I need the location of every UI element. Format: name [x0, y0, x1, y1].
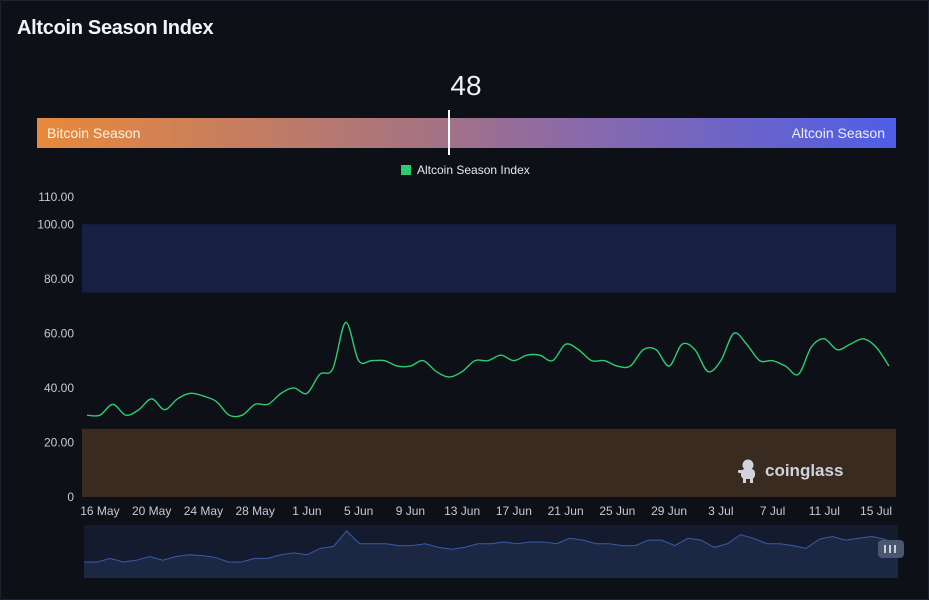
navigator-grip-icon	[889, 545, 891, 553]
legend-swatch	[401, 165, 411, 175]
x-tick-label: 7 Jul	[760, 504, 785, 518]
season-gauge-bar: Bitcoin Season Altcoin Season	[37, 118, 896, 148]
x-tick-label: 1 Jun	[292, 504, 321, 518]
y-tick-label: 20.00	[44, 435, 74, 449]
x-tick-label: 21 Jun	[548, 504, 584, 518]
gauge-value: 48	[450, 70, 482, 101]
y-tick-label: 0	[67, 490, 74, 504]
y-tick-label: 60.00	[44, 326, 74, 340]
navigator-line	[84, 530, 899, 563]
x-tick-label: 3 Jul	[708, 504, 733, 518]
x-tick-label: 20 May	[132, 504, 171, 518]
x-tick-label: 11 Jul	[809, 504, 840, 518]
x-tick-label: 29 Jun	[651, 504, 687, 518]
x-tick-label: 16 May	[80, 504, 119, 518]
y-tick-label: 40.00	[44, 381, 74, 395]
x-tick-label: 25 Jun	[599, 504, 635, 518]
x-tick-label: 17 Jun	[496, 504, 532, 518]
range-band-1	[82, 428, 896, 497]
series-line-altcoin-season-index	[86, 321, 890, 418]
range-band-0	[82, 224, 896, 293]
page-title: Altcoin Season Index	[17, 17, 214, 39]
x-tick-label: 15 Jul	[860, 504, 892, 518]
watermark-text: coinglass	[765, 461, 844, 480]
x-tick-label: 5 Jun	[344, 504, 373, 518]
y-tick-label: 100.00	[37, 217, 74, 231]
x-tick-label: 24 May	[184, 504, 223, 518]
x-tick-label: 13 Jun	[444, 504, 480, 518]
navigator-grip-icon	[894, 545, 896, 553]
navigator-area	[84, 531, 898, 578]
x-tick-label: 9 Jun	[396, 504, 425, 518]
gauge-right-label: Altcoin Season	[791, 125, 885, 141]
gauge-marker	[448, 110, 451, 155]
gauge-left-label: Bitcoin Season	[47, 125, 141, 141]
x-tick-label: 28 May	[235, 504, 274, 518]
legend-label: Altcoin Season Index	[417, 163, 530, 177]
y-tick-label: 80.00	[44, 272, 74, 286]
navigator-grip-icon	[884, 545, 886, 553]
y-tick-label: 110.00	[38, 190, 74, 204]
chart-legend[interactable]: Altcoin Season Index	[401, 163, 530, 177]
coinglass-watermark: coinglass	[737, 458, 843, 484]
coinglass-logo-icon	[738, 459, 755, 483]
